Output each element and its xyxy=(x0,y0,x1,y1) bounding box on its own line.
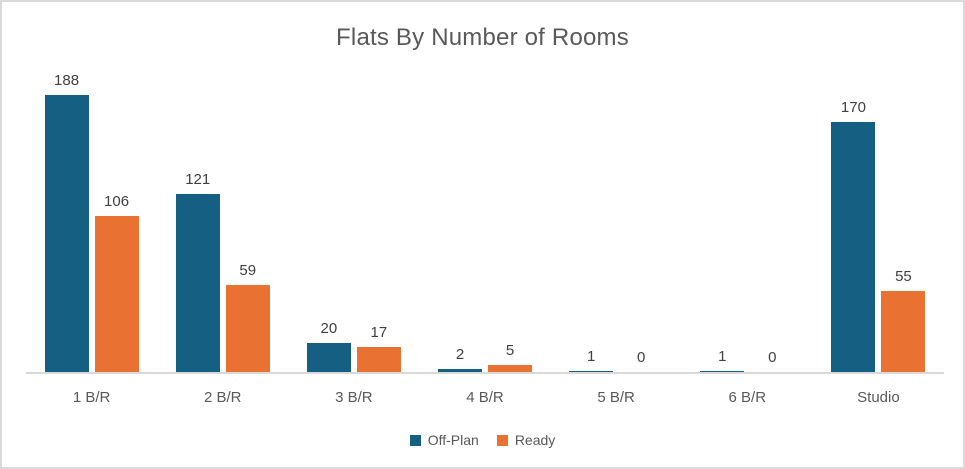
legend-item-ready: Ready xyxy=(496,432,556,448)
legend-swatch-icon xyxy=(496,434,508,446)
legend-item-off-plan: Off-Plan xyxy=(409,432,479,448)
x-axis-label: 5 B/R xyxy=(597,389,635,406)
bar-rect xyxy=(437,369,482,372)
bar-ready: 5 xyxy=(487,342,532,372)
bar-group-3-b-r: 20 17 xyxy=(288,2,419,372)
legend-label: Off-Plan xyxy=(427,432,479,448)
bar-value-label: 55 xyxy=(895,267,912,285)
bar-off-plan: 121 xyxy=(175,171,220,372)
bar-value-label: 1 xyxy=(586,347,596,365)
x-axis-line xyxy=(26,372,944,374)
bar-off-plan: 1 xyxy=(569,348,614,372)
x-axis-label: 2 B/R xyxy=(203,389,242,406)
bar-value-label: 106 xyxy=(104,192,130,210)
bar-value-label: 0 xyxy=(768,349,777,366)
bar-off-plan: 2 xyxy=(437,346,482,372)
bar-value-label: 5 xyxy=(505,341,515,359)
bar-rect xyxy=(881,290,926,372)
bar-group-studio: 170 55 xyxy=(813,2,944,372)
bar-ready: 106 xyxy=(94,193,139,372)
bar-ready: 59 xyxy=(225,262,270,372)
bar-value-label: 59 xyxy=(239,262,257,280)
plot-area: 188 106 121 59 20 17 2 5 1 0 1 0 170 55 xyxy=(26,2,944,372)
bar-off-plan: 188 xyxy=(44,72,89,372)
x-axis-labels: 1 B/R 2 B/R 3 B/R 4 B/R 5 B/R 6 B/R Studio xyxy=(26,389,944,406)
bar-rect xyxy=(487,364,532,372)
bar-off-plan: 170 xyxy=(831,99,876,372)
bar-value-label: 188 xyxy=(54,72,80,89)
x-axis-label: 6 B/R xyxy=(728,389,767,406)
bar-rect xyxy=(44,95,89,372)
bar-group-1-b-r: 188 106 xyxy=(26,2,157,372)
bar-off-plan: 1 xyxy=(700,348,745,372)
bar-value-label: 121 xyxy=(185,170,211,188)
bar-rect xyxy=(569,370,614,372)
bar-rect xyxy=(700,370,745,372)
bar-rect xyxy=(94,215,139,372)
legend: Off-Plan Ready xyxy=(2,432,963,448)
bar-value-label: 1 xyxy=(718,347,727,365)
bar-group-2-b-r: 121 59 xyxy=(157,2,288,372)
bar-value-label: 2 xyxy=(455,346,465,364)
bar-rect xyxy=(831,121,876,372)
bar-value-label: 17 xyxy=(370,323,388,341)
chart-title: Flats By Number of Rooms xyxy=(336,24,629,51)
bar-ready: 17 xyxy=(356,324,401,372)
bar-rect xyxy=(225,285,270,372)
bar-rect xyxy=(175,193,220,372)
x-axis-label: 1 B/R xyxy=(72,389,111,406)
legend-label: Ready xyxy=(514,432,556,448)
bar-value-label: 20 xyxy=(320,319,338,337)
bar-ready: 55 xyxy=(881,268,926,372)
bar-rect xyxy=(306,342,351,372)
x-axis-label: 3 B/R xyxy=(335,389,373,406)
x-axis-label: Studio xyxy=(857,389,900,406)
bar-off-plan: 20 xyxy=(306,320,351,372)
legend-swatch-icon xyxy=(409,434,421,446)
x-axis-label: 4 B/R xyxy=(466,389,504,406)
bar-value-label: 170 xyxy=(840,98,866,116)
bar-rect xyxy=(356,346,401,372)
bar-value-label: 0 xyxy=(636,349,646,366)
